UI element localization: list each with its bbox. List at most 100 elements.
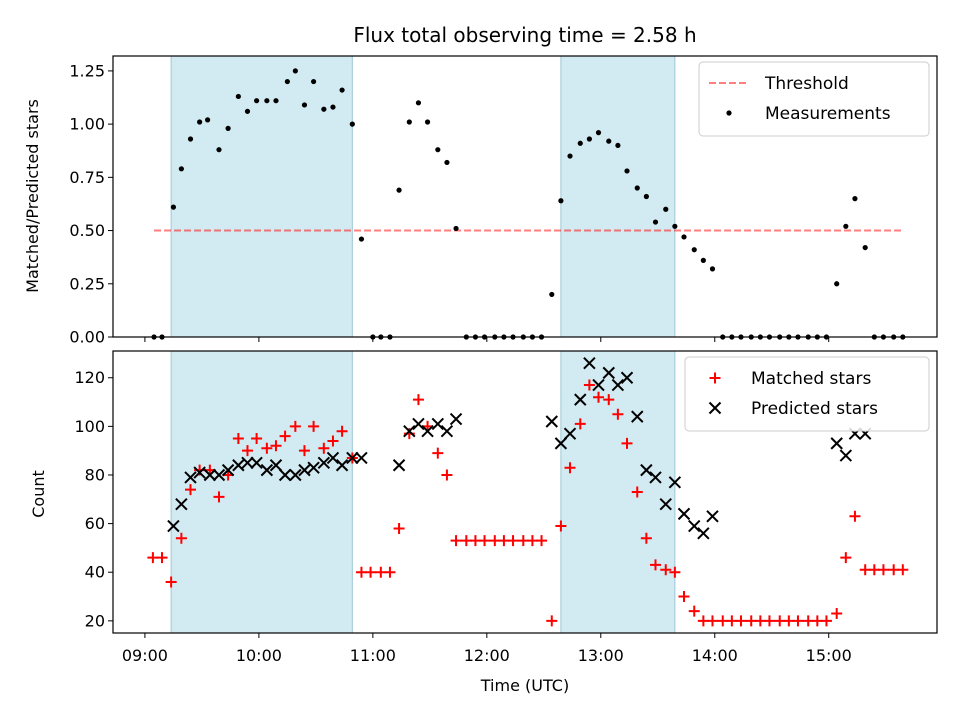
data-point — [631, 410, 644, 423]
data-point — [213, 491, 225, 503]
data-point — [634, 185, 640, 191]
data-point — [649, 559, 661, 571]
legend-marker — [709, 372, 721, 384]
data-point — [681, 234, 687, 240]
data-point — [709, 266, 716, 272]
data-point — [225, 125, 231, 131]
data-point — [536, 535, 548, 547]
data-point — [204, 117, 211, 123]
data-point — [415, 100, 422, 106]
chart-title: Flux total observing time = 2.58 h — [353, 23, 696, 47]
data-point — [649, 471, 662, 484]
data-point — [317, 456, 331, 470]
data-point — [212, 468, 226, 482]
data-point — [549, 291, 555, 298]
data-point — [278, 468, 292, 482]
data-point — [232, 459, 245, 472]
data-point — [706, 510, 719, 523]
data-point — [308, 420, 320, 432]
count-panel: 20 40 60 80 100 120 09:00 10:00 11:00 12:00 13:00 1… — [74, 350, 938, 665]
data-point — [292, 68, 298, 74]
axes-frame — [112, 55, 938, 338]
data-point — [700, 257, 706, 263]
data-point — [260, 463, 274, 477]
data-point — [567, 153, 573, 159]
data-point — [396, 187, 402, 193]
y-tick-label: 80 — [85, 465, 105, 484]
data-point — [187, 136, 194, 142]
data-point — [392, 459, 406, 472]
legend-marker — [726, 110, 732, 116]
data-point — [877, 564, 889, 576]
data-point — [264, 98, 270, 104]
data-point — [611, 378, 625, 392]
data-point — [279, 430, 291, 442]
data-point — [424, 119, 431, 125]
data-point — [327, 435, 339, 447]
data-point — [175, 532, 187, 544]
data-point — [221, 463, 235, 477]
data-point — [165, 576, 177, 588]
data-point — [235, 93, 241, 100]
data-point — [318, 442, 330, 454]
data-point — [289, 468, 302, 482]
y-tick-label: 0.50 — [69, 221, 105, 240]
data-point — [663, 206, 669, 212]
data-point — [672, 223, 678, 229]
data-point — [184, 471, 197, 484]
data-point — [830, 437, 843, 450]
data-point — [301, 102, 308, 108]
data-point — [197, 119, 203, 125]
y-tick-label: 20 — [85, 611, 105, 630]
data-point — [862, 244, 868, 251]
data-point — [403, 425, 416, 438]
legend-box — [698, 61, 930, 137]
data-point — [321, 106, 327, 112]
legend-label: Matched stars — [751, 369, 871, 389]
data-point — [449, 412, 463, 426]
data-point — [335, 459, 349, 472]
data-point — [677, 507, 691, 521]
data-point — [450, 535, 462, 547]
data-point — [358, 236, 365, 242]
data-point — [384, 566, 396, 578]
data-point — [612, 408, 624, 420]
series-predicted-stars — [167, 356, 872, 540]
data-point — [403, 428, 415, 440]
data-point — [621, 437, 633, 449]
y-tick-label: 60 — [85, 514, 105, 533]
data-point — [595, 130, 602, 136]
data-point — [269, 459, 283, 472]
data-point — [820, 615, 832, 627]
data-point — [412, 417, 425, 431]
x-tick-label: 09:00 — [122, 646, 168, 665]
data-point — [441, 469, 453, 481]
data-point — [326, 451, 340, 465]
data-point — [393, 522, 405, 534]
data-point — [170, 204, 177, 210]
x-tick-label: 13:00 — [578, 646, 624, 665]
data-point — [254, 98, 260, 104]
data-point — [593, 391, 605, 403]
y-tick-label: 0.25 — [69, 274, 105, 293]
data-point — [355, 451, 368, 465]
data-point — [546, 615, 558, 627]
data-point — [273, 98, 279, 104]
ratio-panel: 0.00 0.25 0.50 0.75 1.00 1.25 Threshold Measure… — [69, 55, 938, 347]
data-point — [843, 223, 849, 229]
data-point — [852, 196, 858, 202]
data-point — [592, 378, 605, 392]
data-point — [688, 605, 700, 617]
data-point — [660, 564, 672, 576]
data-point — [432, 447, 444, 459]
data-point — [339, 87, 345, 93]
shaded-interval — [170, 55, 353, 338]
data-point — [156, 552, 168, 564]
data-point — [563, 427, 577, 440]
y-tick-label: 1.00 — [69, 115, 105, 134]
data-point — [620, 371, 634, 384]
data-point — [545, 415, 558, 428]
data-point — [349, 121, 355, 127]
data-point — [564, 462, 576, 474]
data-point — [298, 463, 311, 477]
